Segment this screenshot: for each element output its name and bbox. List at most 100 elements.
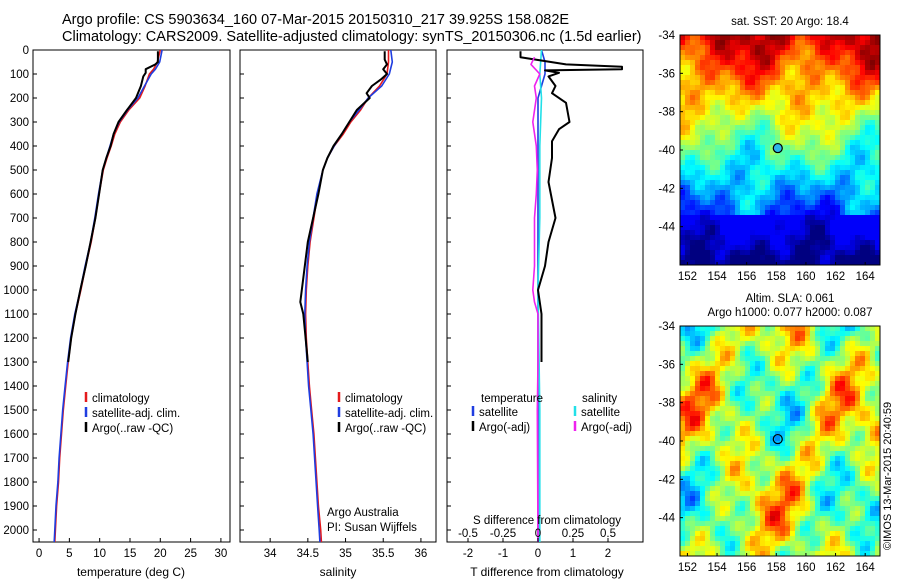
map-cell	[865, 396, 871, 402]
map-cell	[730, 351, 736, 357]
map-cell	[755, 170, 761, 176]
map-cell	[760, 210, 766, 216]
map-cell	[735, 341, 741, 347]
map-cell	[790, 210, 796, 216]
map-cell	[860, 506, 866, 512]
map-cell	[795, 150, 801, 156]
map-cell	[860, 551, 866, 556]
map-cell	[820, 331, 826, 337]
map-cell	[850, 541, 856, 547]
map-cell	[850, 376, 856, 382]
map-cell	[790, 511, 796, 517]
map-cell	[865, 150, 871, 156]
map-cell	[770, 190, 776, 196]
map-cell	[825, 230, 831, 236]
map-cell	[740, 426, 746, 432]
map-cell	[845, 436, 851, 442]
map-cell	[850, 326, 856, 332]
map-cell	[840, 426, 846, 432]
map-cell	[720, 90, 726, 96]
map-cell	[685, 486, 691, 492]
map-cell	[705, 120, 711, 126]
map-cell	[770, 426, 776, 432]
map-cell	[685, 205, 691, 211]
map-cell	[730, 75, 736, 81]
map-cell	[800, 426, 806, 432]
map-cell	[855, 491, 861, 497]
map-cell	[870, 346, 876, 352]
map-cell	[870, 526, 876, 532]
map-cell	[815, 376, 821, 382]
map-cell	[680, 436, 686, 442]
map-cell	[835, 70, 841, 76]
map-cell	[870, 200, 876, 206]
map-cell	[795, 260, 801, 265]
map-cell	[780, 456, 786, 462]
map-cell	[765, 401, 771, 407]
map-cell	[685, 341, 691, 347]
map-cell	[695, 150, 701, 156]
map-cell	[810, 396, 816, 402]
map-cell	[860, 336, 866, 342]
map-cell	[685, 531, 691, 537]
map-cell	[790, 441, 796, 447]
map-cell	[860, 70, 866, 76]
map-cell	[860, 150, 866, 156]
map-cell	[820, 421, 826, 427]
map-cell	[825, 531, 831, 537]
map-cell	[680, 40, 686, 46]
map-cell	[775, 406, 781, 412]
map-cell	[710, 215, 716, 221]
salinity-axis-label: salinity	[320, 565, 357, 579]
map-cell	[840, 331, 846, 337]
map-cell	[840, 85, 846, 91]
map-cell	[780, 70, 786, 76]
map-cell	[740, 240, 746, 246]
map-cell	[835, 115, 841, 121]
map-cell	[775, 356, 781, 362]
map-cell	[740, 351, 746, 357]
map-cell	[740, 441, 746, 447]
map-cell	[745, 130, 751, 136]
map-cell	[795, 456, 801, 462]
map-cell	[685, 240, 691, 246]
map-cell	[815, 35, 821, 41]
map-cell	[685, 351, 691, 357]
map-cell	[715, 185, 721, 191]
map-cell	[735, 501, 741, 507]
map-cell	[875, 220, 880, 226]
map-cell	[680, 225, 686, 231]
map-cell	[800, 200, 806, 206]
map-cell	[725, 230, 731, 236]
map-cell	[815, 511, 821, 517]
map-cell	[875, 60, 880, 66]
map-cell	[870, 486, 876, 492]
map-cell	[685, 190, 691, 196]
map-cell	[830, 225, 836, 231]
map-cell	[680, 200, 686, 206]
map-cell	[775, 326, 781, 332]
map-cell	[835, 60, 841, 66]
map-cell	[835, 506, 841, 512]
map-cell	[790, 466, 796, 472]
map-cell	[865, 205, 871, 211]
map-cell	[750, 506, 756, 512]
map-cell	[720, 476, 726, 482]
map-cell	[690, 155, 696, 161]
map-cell	[840, 245, 846, 251]
y-tick-label: 2000	[3, 525, 29, 537]
map-cell	[870, 230, 876, 236]
map-cell	[680, 336, 686, 342]
map-cell	[715, 501, 721, 507]
map-cell	[845, 85, 851, 91]
map-cell	[695, 85, 701, 91]
map-cell	[850, 431, 856, 437]
map-cell	[795, 235, 801, 241]
lat-tick-label: -36	[658, 68, 675, 80]
map-cell	[820, 120, 826, 126]
map-cell	[730, 260, 736, 265]
map-cell	[780, 366, 786, 372]
map-cell	[750, 481, 756, 487]
map-cell	[805, 100, 811, 106]
map-cell	[805, 35, 811, 41]
